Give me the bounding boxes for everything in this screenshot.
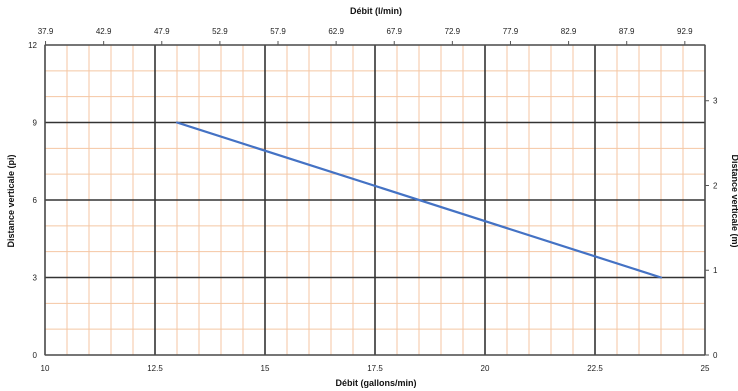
x-tick-label-bottom: 25: [701, 364, 710, 373]
x-tick-label-top: 57.9: [270, 27, 286, 36]
x-tick-label-top: 72.9: [445, 27, 461, 36]
right-tick-labels: 0 1 2 3: [705, 97, 718, 360]
y-axis-title-left: Distance verticale (pi): [6, 154, 16, 247]
x-tick-label-bottom: 22.5: [587, 364, 603, 373]
y-tick-label-left: 3: [33, 274, 38, 283]
x-tick-label-top: 62.9: [328, 27, 344, 36]
x-tick-label-bottom: 10: [41, 364, 50, 373]
x-tick-label-bottom: 15: [261, 364, 270, 373]
x-tick-label-top: 92.9: [677, 27, 693, 36]
x-tick-label-top: 77.9: [503, 27, 519, 36]
y-tick-label-right: 1: [713, 266, 718, 275]
x-tick-label-top: 47.9: [154, 27, 170, 36]
major-grid: [44, 44, 706, 356]
plot-frame: [44, 44, 706, 356]
series-line: [175, 121, 663, 279]
bottom-tick-labels: 10 12.5 15 17.5 20 22.5 25: [41, 364, 710, 373]
y-tick-label-right: 0: [713, 351, 718, 360]
x-tick-label-top: 52.9: [212, 27, 228, 36]
x-tick-label-top: 67.9: [386, 27, 402, 36]
y-tick-label-right: 2: [713, 181, 718, 190]
x-axis-title-top: Débit (l/min): [350, 6, 402, 16]
x-tick-label-bottom: 17.5: [367, 364, 383, 373]
x-tick-label-bottom: 12.5: [147, 364, 163, 373]
x-tick-label-top: 82.9: [561, 27, 577, 36]
left-tick-labels: 0 3 6 9 12: [28, 41, 37, 360]
x-tick-label-bottom: 20: [481, 364, 490, 373]
y-tick-label-left: 0: [33, 351, 38, 360]
x-tick-label-top: 42.9: [96, 27, 112, 36]
y-tick-label-right: 3: [713, 97, 718, 106]
x-axis-title-bottom: Débit (gallons/min): [336, 378, 417, 388]
x-tick-label-top: 37.9: [38, 27, 54, 36]
y-tick-label-left: 6: [33, 196, 38, 205]
top-tick-labels: 37.9 42.9 47.9 52.9 57.9 62.9 67.9 72.9 77.9 82.9…: [38, 27, 693, 45]
y-axis-title-right: Distance verticale (m): [730, 154, 738, 247]
y-tick-label-left: 12: [28, 41, 37, 50]
x-tick-label-top: 87.9: [619, 27, 635, 36]
series-layer: [175, 121, 663, 279]
y-tick-label-left: 9: [33, 119, 38, 128]
